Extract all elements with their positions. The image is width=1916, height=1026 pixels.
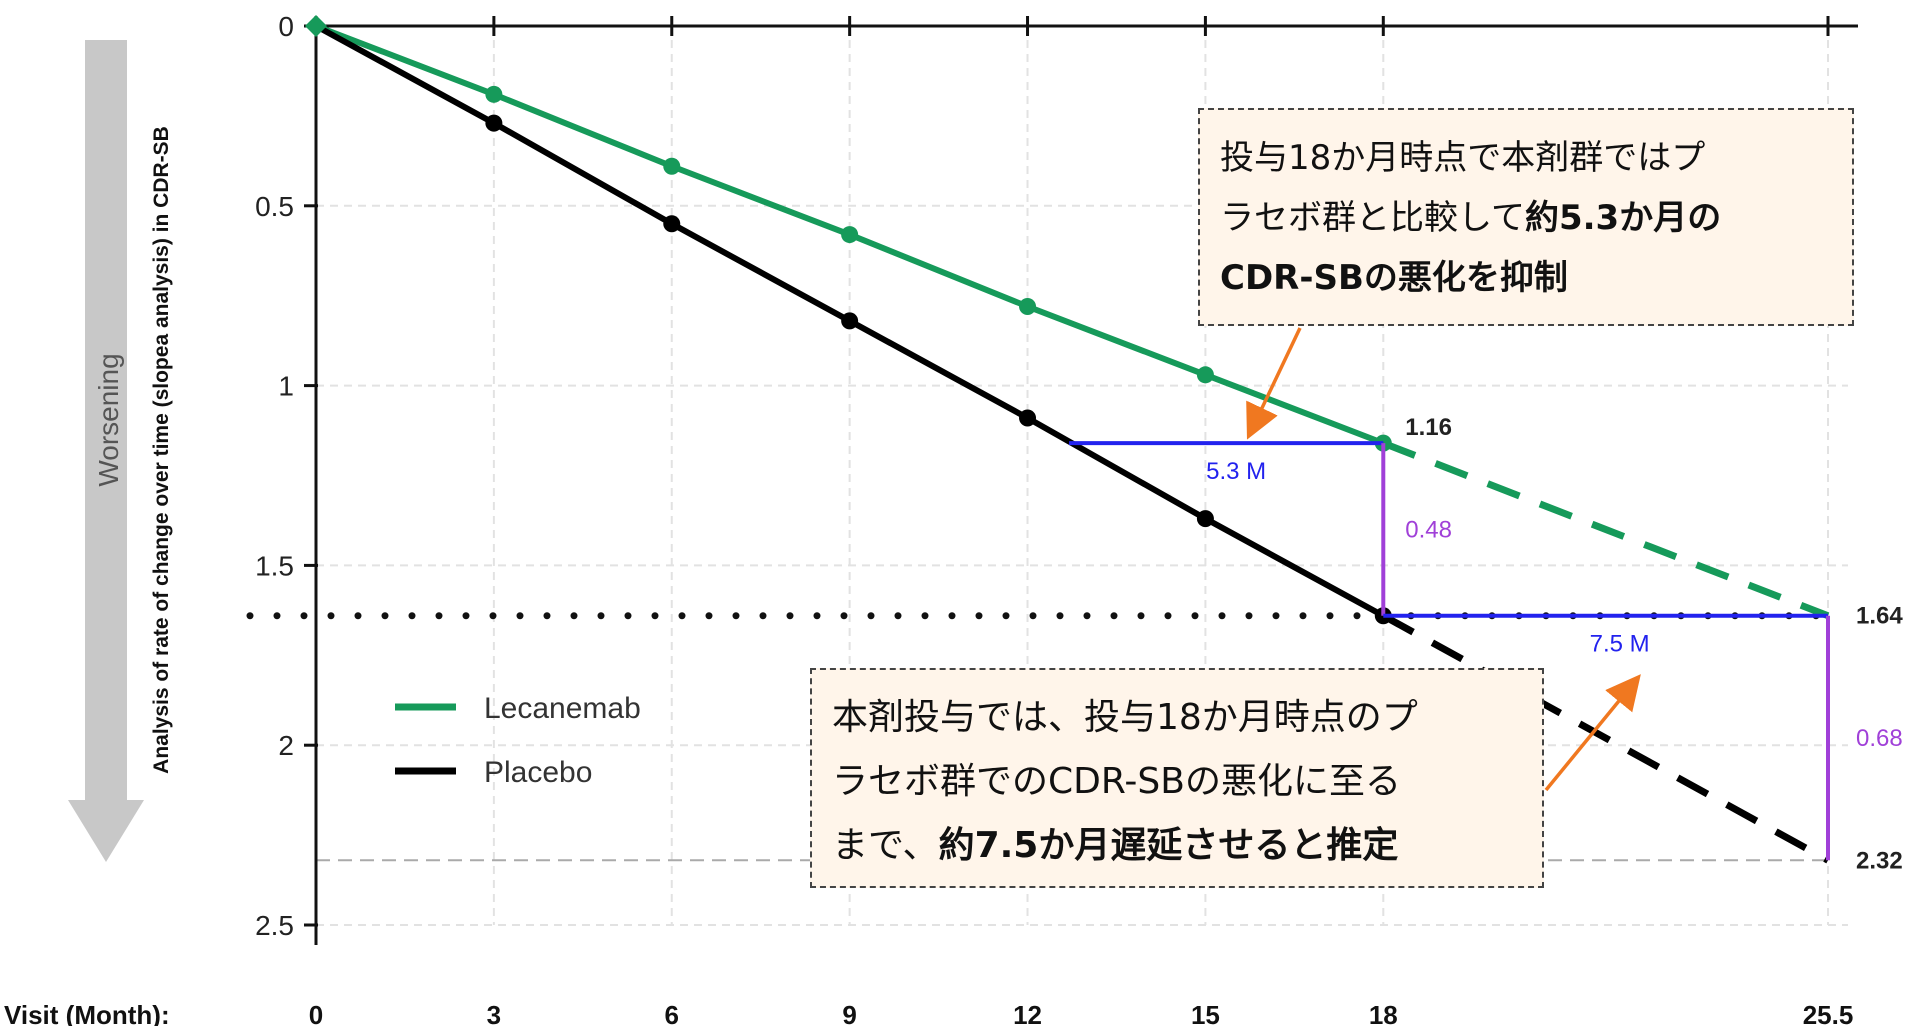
worsening-arrow bbox=[68, 40, 144, 862]
callout-top-line-2-bold: 約5.3か月の bbox=[1524, 198, 1722, 238]
callout-bottom-line-3-bold: 約7.5か月遅延させると推定 bbox=[938, 825, 1399, 866]
callout-top-line-3-bold: CDR-SBの悪化を抑制 bbox=[1220, 258, 1568, 298]
y-tick-label: 0 bbox=[278, 11, 294, 42]
x-tick-label: 6 bbox=[665, 1000, 679, 1026]
value-label-lecanemab-18: 1.16 bbox=[1405, 414, 1452, 441]
placebo-point bbox=[841, 312, 859, 330]
x-tick-label: 25.5 bbox=[1803, 1000, 1854, 1026]
x-tick-label: 18 bbox=[1369, 1000, 1398, 1026]
lecanemab-point bbox=[1019, 297, 1037, 315]
callout-top-line-2-normal: ラセボ群と比較して bbox=[1220, 198, 1525, 238]
x-tick-label: 9 bbox=[842, 1000, 856, 1026]
callout-bottom-line-2: ラセボ群でのCDR-SBの悪化に至る bbox=[832, 761, 1401, 802]
callout-top-line-1: 投与18か月時点で本剤群ではプ bbox=[1220, 138, 1706, 178]
delay-18-label: 5.3 M bbox=[1206, 458, 1266, 485]
callout-top: 投与18か月時点で本剤群ではプ ラセボ群と比較して約5.3か月の CDR-SBの… bbox=[1198, 108, 1854, 326]
callout-top-arrow bbox=[1246, 327, 1302, 440]
worsening-label: Worsening bbox=[93, 353, 124, 486]
y-tick-label: 2 bbox=[278, 730, 294, 761]
placebo-point bbox=[663, 215, 681, 233]
lecanemab-legend-label: Lecanemab bbox=[484, 692, 641, 725]
x-tick-label: 15 bbox=[1191, 1000, 1220, 1026]
x-axis-label: Visit (Month): bbox=[4, 1000, 170, 1026]
diff-25-5-label: 0.68 bbox=[1856, 725, 1903, 752]
legend: Lecanemab Placebo bbox=[395, 692, 641, 789]
callout-arrows bbox=[1246, 327, 1641, 792]
value-label-placebo-25-5: 2.32 bbox=[1856, 847, 1903, 874]
y-tick-label: 1 bbox=[278, 371, 294, 402]
lecanemab-point bbox=[841, 226, 859, 244]
x-tick-label: 0 bbox=[309, 1000, 323, 1026]
y-tick-label: 0.5 bbox=[255, 191, 294, 222]
lecanemab-point bbox=[663, 157, 681, 175]
callout-top-line-2: ラセボ群と比較して約5.3か月の bbox=[1220, 188, 1836, 248]
placebo-point bbox=[1196, 510, 1214, 528]
y-tick-label: 1.5 bbox=[255, 550, 294, 581]
diff-18-label: 0.48 bbox=[1405, 516, 1452, 543]
x-tick-label: 3 bbox=[487, 1000, 501, 1026]
lecanemab-projection-line bbox=[1382, 439, 1830, 620]
placebo-point bbox=[1019, 409, 1037, 427]
lecanemab-point bbox=[1196, 366, 1214, 384]
callout-bottom: 本剤投与では、投与18か月時点のプ ラセボ群でのCDR-SBの悪化に至る まで、… bbox=[810, 668, 1544, 888]
origin-marker bbox=[305, 15, 327, 37]
placebo-point bbox=[485, 114, 503, 132]
value-label-lecanemab-25-5: 1.64 bbox=[1856, 603, 1903, 630]
callout-bottom-line-1: 本剤投与では、投与18か月時点のプ bbox=[832, 697, 1418, 738]
lecanemab-point bbox=[485, 85, 503, 103]
annotations: 5.3 M 0.48 7.5 M 0.68 1.16 1.64 2.32 bbox=[1069, 414, 1903, 874]
x-tick-label: 12 bbox=[1013, 1000, 1042, 1026]
placebo-projection-line bbox=[1381, 612, 1830, 864]
x-tick-labels: 0 3 6 9 12 15 18 25.5 bbox=[309, 1000, 1854, 1026]
callout-bottom-line-3-normal: まで、 bbox=[832, 825, 939, 866]
y-tick-labels: 0 0.5 1 1.5 2 2.5 bbox=[255, 11, 294, 941]
y-axis-label: Analysis of rate of change over time (sl… bbox=[150, 126, 173, 774]
y-tick-label: 2.5 bbox=[255, 910, 294, 941]
series bbox=[305, 15, 1830, 864]
callout-bottom-arrow bbox=[1544, 674, 1641, 792]
callout-bottom-line-3: まで、約7.5か月遅延させると推定 bbox=[832, 814, 1528, 878]
callout-top-line-3: CDR-SBの悪化を抑制 bbox=[1220, 248, 1836, 308]
delay-25-5-label: 7.5 M bbox=[1590, 631, 1650, 658]
placebo-legend-label: Placebo bbox=[484, 756, 592, 789]
